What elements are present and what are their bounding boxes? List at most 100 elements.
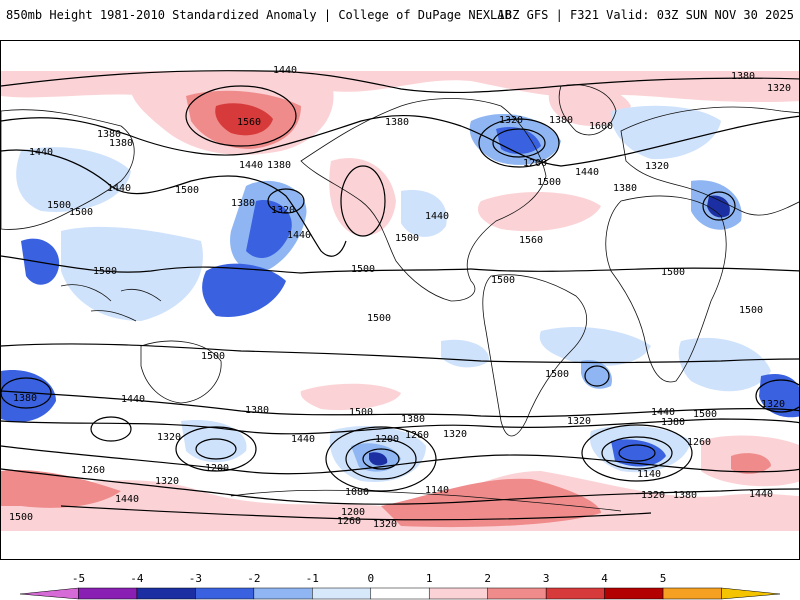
contour-label: 1260	[687, 437, 711, 448]
contour-label: 1440	[115, 494, 139, 505]
contour-low-satl1	[618, 444, 656, 462]
contour-1200-south	[60, 505, 652, 521]
contour-label: 1500	[537, 177, 561, 188]
contour-label: 1320	[641, 490, 665, 501]
contour-label: 1380	[245, 405, 269, 416]
contour-label: 1500	[661, 267, 685, 278]
contour-label: 1440	[425, 211, 449, 222]
contour-low-hudson	[492, 128, 546, 158]
contour-label: 1500	[69, 207, 93, 218]
anomaly-pos-pacific-peak	[215, 103, 273, 136]
colorbar-swatch	[662, 587, 722, 600]
contour-label: 1380	[661, 417, 685, 428]
contour-label: 1320	[767, 83, 791, 94]
colorbar-tick-label: 0	[367, 572, 375, 585]
contour-low-gulf	[267, 188, 305, 214]
contour-1500-south	[1, 343, 799, 364]
contour-low-satl3	[581, 424, 693, 482]
contour-label: 1500	[395, 233, 419, 244]
anomaly-neg-medit-core	[707, 195, 730, 218]
contour-label: 1380	[731, 71, 755, 82]
contour-label: 1380	[231, 198, 255, 209]
contour-label: 1140	[637, 469, 661, 480]
colorbar-tick-label: 1	[425, 572, 433, 585]
contour-low-safr	[584, 365, 610, 387]
contour-label: 1380	[613, 183, 637, 194]
colorbar-tick-label: -3	[188, 572, 202, 585]
anomaly-neg-gulf-core	[246, 200, 292, 259]
colorbar-tick-label: -5	[71, 572, 86, 585]
colorbar-swatch	[195, 587, 255, 600]
contour-label: 1500	[9, 512, 33, 523]
anomaly-pos-natl	[477, 191, 601, 232]
contour-label: 1200	[375, 434, 399, 445]
header: 850mb Height 1981-2010 Standardized Anom…	[0, 0, 800, 30]
anomaly-pos-sw	[1, 470, 121, 508]
contour-label: 1500	[545, 369, 569, 380]
contour-label: 1380	[401, 414, 425, 425]
colorbar-swatch	[253, 587, 313, 600]
contour-label: 1320	[499, 115, 523, 126]
colorbar-tick-label: 4	[601, 572, 608, 585]
colorbar-tick-label: 2	[484, 572, 491, 585]
contour-1320-south	[1, 445, 799, 475]
anomaly-neg-satl	[539, 326, 651, 366]
contour-label: 1500	[47, 200, 71, 211]
contour-label: 1440	[121, 394, 145, 405]
contour-label: 1440	[287, 230, 311, 241]
coast-greenland	[558, 84, 617, 136]
contour-label: 1380	[549, 115, 573, 126]
contour-label: 1500	[491, 275, 515, 286]
colorbar-tick-label: 3	[542, 572, 550, 585]
map-panel: 1440 1380 1320 1380 1380 1440 1560 1440 …	[0, 40, 800, 560]
contour-label: 1560	[237, 117, 261, 128]
anomaly-neg-us	[401, 190, 447, 237]
contour-label: 1260	[405, 430, 429, 441]
anomaly-neg-aus-s	[181, 420, 247, 463]
contour-label: 1260	[337, 516, 361, 527]
anomaly-neg-satl-low2	[611, 439, 666, 467]
anomaly-neg-spac-low3	[369, 452, 388, 466]
contour-label: 1320	[157, 432, 181, 443]
contour-1440-south	[1, 390, 799, 418]
colorbar-tick-label: 5	[659, 572, 667, 585]
anomaly-pos-greenland	[548, 85, 631, 126]
colorbar-swatch	[428, 587, 488, 600]
coast-antarctica	[230, 489, 622, 512]
contour-label: 1440	[239, 160, 263, 171]
contour-label: 1440	[29, 147, 53, 158]
contour-label: 1320	[567, 416, 591, 427]
contour-label: 1200	[341, 507, 365, 518]
contour-label: 1440	[107, 183, 131, 194]
contour-label: 1320	[373, 519, 397, 530]
contour-label: 1380	[673, 490, 697, 501]
colorbar: -5 -4 -3 -2 -1 0 1 2 3 4 5	[0, 570, 800, 600]
contour-low-spac3	[325, 426, 437, 492]
colorbar-swatch	[545, 587, 605, 600]
contour-labels: 1440 1380 1320 1380 1380 1440 1560 1440 …	[9, 65, 791, 530]
contour-label: 1200	[205, 463, 229, 474]
contour-label: 1380	[267, 160, 291, 171]
colorbar-scale	[19, 587, 781, 600]
coast-eurasia	[620, 106, 799, 216]
contour-low-sw	[90, 416, 132, 442]
colorbar-swatch	[19, 587, 79, 600]
contour-label: 1500	[93, 266, 117, 277]
contour-label: 1500	[693, 409, 717, 420]
anomaly-pos-npac	[329, 157, 396, 236]
anomaly-neg-safr	[581, 360, 612, 389]
contour-label: 1440	[575, 167, 599, 178]
contour-label: 1380	[13, 393, 37, 404]
contour-label: 1380	[109, 138, 133, 149]
contour-label: 1440	[273, 65, 297, 76]
contour-1500-global	[470, 267, 799, 272]
contour-label: 1600	[589, 121, 613, 132]
contour-label: 1440	[651, 407, 675, 418]
anomaly-neg-sio-east	[759, 374, 799, 418]
anomaly-pos-antarctic-core	[381, 478, 601, 528]
anomaly-map: 1440 1380 1320 1380 1380 1440 1560 1440 …	[1, 65, 799, 531]
contour-low-satl2	[601, 436, 673, 470]
contour-label: 1500	[351, 264, 375, 275]
colorbar-swatch	[487, 587, 547, 600]
contour-label: 1380	[385, 117, 409, 128]
